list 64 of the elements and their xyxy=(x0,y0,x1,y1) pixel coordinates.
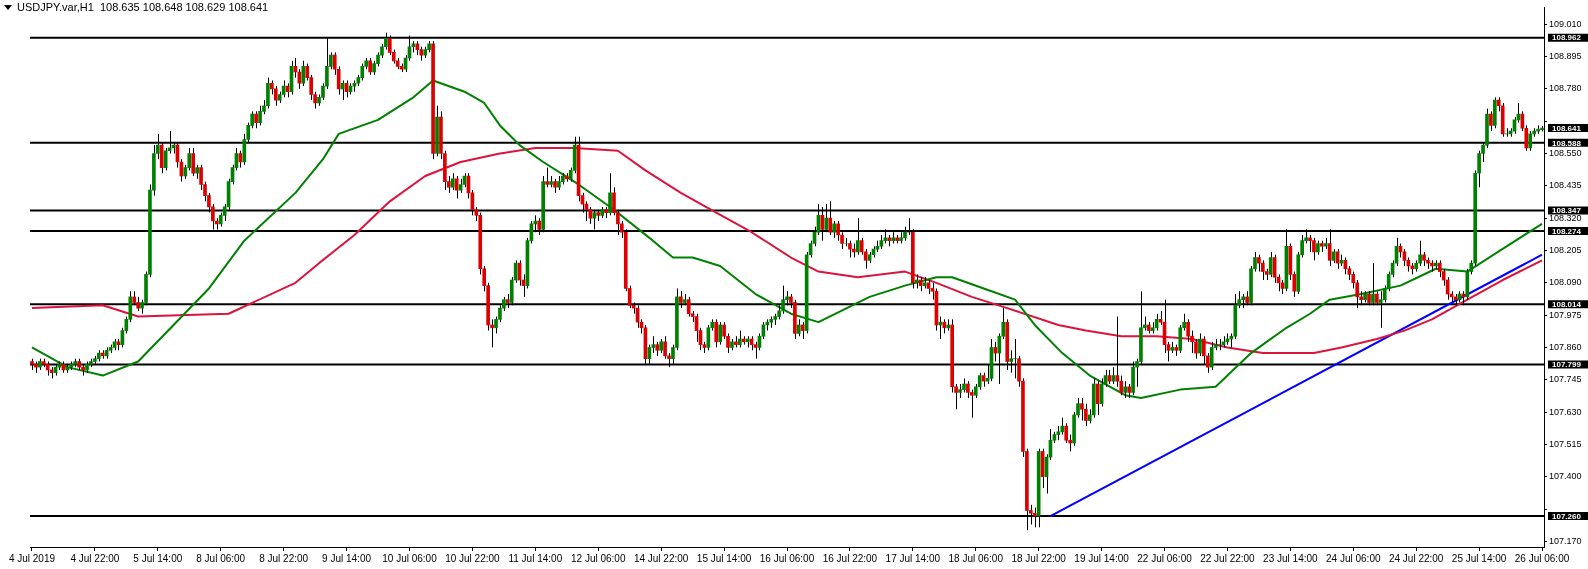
y-tick-label: 107.745 xyxy=(1549,374,1582,385)
x-tick-label: 19 Jul 14:00 xyxy=(1074,552,1130,564)
x-tick-label: 14 Jul 22:00 xyxy=(633,552,689,564)
x-tick-label: 4 Jul 22:00 xyxy=(70,552,120,564)
x-tick-label: 23 Jul 14:00 xyxy=(1263,552,1319,564)
ref-line-label: 108.588 xyxy=(1552,138,1582,148)
x-tick-label: 22 Jul 06:00 xyxy=(1137,552,1193,564)
y-tick-label: 108.895 xyxy=(1549,51,1582,62)
candlestick xyxy=(1186,318,1190,343)
ref-line-label: 108.274 xyxy=(1552,226,1582,236)
x-tick-label: 16 Jul 22:00 xyxy=(822,552,878,564)
y-tick-label: 108.205 xyxy=(1549,244,1582,255)
candlestick xyxy=(266,77,270,110)
candlestick xyxy=(1268,251,1273,278)
candlestick xyxy=(1261,259,1265,281)
x-tick-label: 8 Jul 22:00 xyxy=(259,552,309,564)
x-tick-label: 9 Jul 14:00 xyxy=(322,552,372,564)
x-tick-label: 22 Jul 22:00 xyxy=(1200,552,1256,564)
x-tick-label: 24 Jul 22:00 xyxy=(1388,552,1444,564)
x-tick-label: 4 Jul 2019 xyxy=(8,552,56,564)
candlestick xyxy=(545,167,549,188)
x-tick-label: 15 Jul 14:00 xyxy=(696,552,752,564)
y-tick-label: 108.780 xyxy=(1549,83,1582,94)
candlestick xyxy=(1198,332,1202,357)
y-tick-label: 107.975 xyxy=(1549,309,1582,320)
x-tick-label: 18 Jul 06:00 xyxy=(948,552,1004,564)
y-tick-label: 108.090 xyxy=(1549,277,1582,288)
x-tick-label: 8 Jul 06:00 xyxy=(196,552,246,564)
x-tick-label: 17 Jul 14:00 xyxy=(885,552,941,564)
y-tick-label: 109.010 xyxy=(1549,18,1582,29)
x-tick-label: 12 Jul 06:00 xyxy=(570,552,626,564)
candlestick xyxy=(1064,422,1069,444)
ref-line-label: 107.799 xyxy=(1552,360,1582,370)
chart-title: USDJPY.var,H1 108.635 108.648 108.629 108.641 xyxy=(17,1,269,13)
x-tick-label: 10 Jul 06:00 xyxy=(382,552,438,564)
x-tick-label: 5 Jul 14:00 xyxy=(133,552,183,564)
y-tick-label: 107.400 xyxy=(1549,471,1582,482)
candlestick xyxy=(1080,397,1084,422)
candlestick xyxy=(1178,324,1183,354)
y-tick-label: 107.170 xyxy=(1549,535,1582,546)
x-tick-label: 11 Jul 14:00 xyxy=(508,552,563,564)
candlestick xyxy=(1489,110,1493,132)
ref-line-label: 108.014 xyxy=(1552,299,1582,309)
candlestick xyxy=(191,147,196,177)
x-tick-label: 10 Jul 22:00 xyxy=(445,552,501,564)
candlestick xyxy=(454,175,459,200)
candlestick xyxy=(1312,237,1316,261)
candlestick xyxy=(608,172,612,216)
candlestick xyxy=(718,321,722,346)
candlestick xyxy=(163,147,168,171)
x-tick-label: 24 Jul 06:00 xyxy=(1326,552,1381,564)
x-tick-label: 18 Jul 22:00 xyxy=(1011,552,1067,564)
x-tick-label: 25 Jul 14:00 xyxy=(1451,552,1507,564)
x-tick-label: 26 Jul 06:00 xyxy=(1514,552,1570,564)
text: 108.641 xyxy=(1552,123,1582,133)
y-tick-label: 108.550 xyxy=(1549,148,1582,159)
y-tick-label: 107.860 xyxy=(1549,341,1582,352)
candlestick xyxy=(258,105,262,126)
y-tick-label: 107.515 xyxy=(1549,438,1582,449)
y-tick-label: 108.435 xyxy=(1549,180,1582,191)
x-tick-label: 16 Jul 06:00 xyxy=(759,552,815,564)
ref-line-label: 107.260 xyxy=(1552,511,1582,521)
ref-line-label: 108.962 xyxy=(1552,33,1582,43)
y-tick-label: 107.630 xyxy=(1549,406,1582,417)
